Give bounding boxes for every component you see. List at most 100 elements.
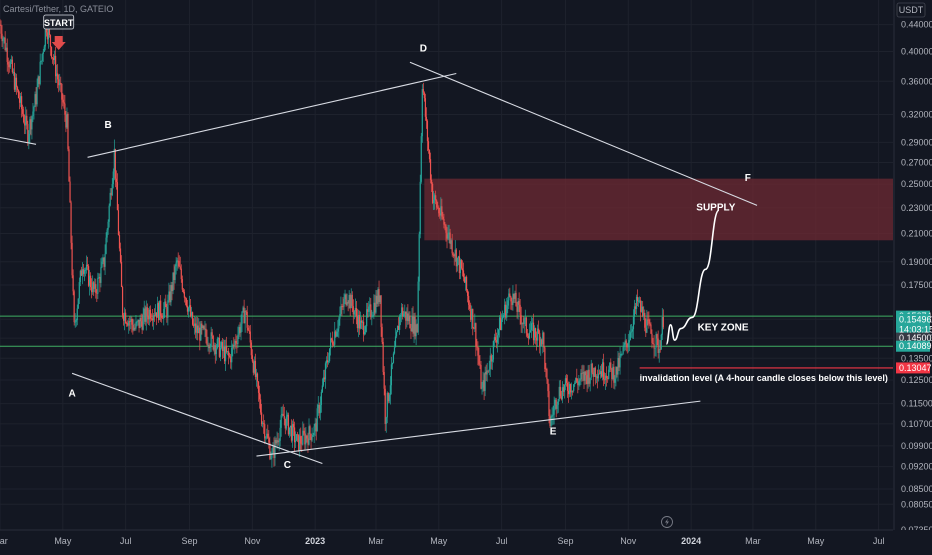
candle-body — [352, 306, 354, 315]
candle-body — [566, 382, 569, 391]
candle-body — [44, 29, 46, 47]
candle-body — [483, 380, 485, 391]
candle-body — [442, 216, 444, 219]
candle-body — [151, 318, 154, 321]
candle-body — [577, 381, 579, 386]
candle-body — [388, 394, 390, 402]
y-tick-label: 0.17500 — [901, 280, 932, 290]
candle-body — [32, 111, 34, 117]
candle-body — [272, 446, 274, 453]
candle-body — [268, 438, 270, 443]
candle-body — [429, 159, 432, 180]
candle-body — [73, 291, 75, 323]
candle-body — [207, 344, 209, 346]
candle-body — [366, 309, 368, 327]
candle-body — [16, 87, 19, 91]
candle-body — [284, 418, 286, 429]
candle-body — [74, 321, 76, 323]
candle-body — [408, 315, 410, 322]
candle-body — [318, 404, 320, 414]
candle-body — [228, 351, 230, 356]
candle-body — [428, 150, 431, 160]
candle-body — [223, 347, 226, 362]
candle-body — [261, 412, 263, 425]
candle-body — [512, 293, 514, 305]
candle-body — [409, 315, 411, 329]
candle-body — [639, 300, 641, 302]
candle-body — [526, 333, 528, 336]
candle-body — [508, 293, 510, 301]
candle-body — [293, 427, 296, 443]
x-tick-label: 2024 — [681, 536, 701, 546]
candle-body — [237, 334, 239, 344]
candle-body — [464, 276, 467, 283]
candle-body — [427, 141, 430, 151]
candle-body — [582, 372, 584, 374]
candle-body — [235, 340, 237, 344]
candle-body — [137, 319, 139, 322]
candle-body — [128, 321, 130, 326]
candle-body — [377, 288, 379, 304]
candle-body — [252, 361, 254, 373]
candle-body — [505, 304, 507, 318]
candle-body — [551, 415, 553, 417]
candle-body — [601, 362, 604, 377]
candle-body — [584, 371, 586, 381]
candle-body — [465, 276, 468, 291]
candle-body — [467, 290, 469, 296]
candle-body — [263, 423, 265, 425]
candle-body — [469, 304, 471, 309]
currency-button[interactable]: USDT — [899, 5, 924, 15]
candle-body — [62, 99, 64, 103]
candle-body — [231, 347, 233, 363]
candle-body — [159, 300, 161, 320]
candle-body — [30, 119, 32, 130]
candle-body — [330, 338, 332, 349]
candle-body — [336, 331, 338, 337]
candle-body — [104, 253, 106, 267]
candle-body — [452, 253, 454, 255]
candle-body — [186, 305, 189, 312]
candle-body — [458, 256, 460, 274]
candle-body — [461, 268, 464, 271]
candle-body — [434, 195, 436, 200]
candle-body — [447, 234, 449, 239]
candle-body — [449, 232, 451, 244]
candle-body — [440, 206, 442, 216]
candle-body — [117, 210, 120, 236]
candle-body — [180, 268, 182, 280]
candle-body — [326, 360, 329, 363]
candle-body — [319, 404, 321, 414]
candle-body — [220, 342, 223, 348]
candle-body — [265, 437, 267, 439]
candle-body — [170, 285, 172, 303]
candle-body — [371, 316, 373, 318]
price-label-box — [896, 332, 930, 344]
annotation-key-zone: KEY ZONE — [698, 322, 749, 333]
candle-body — [529, 330, 532, 333]
candle-body — [417, 281, 419, 333]
candle-body — [242, 307, 244, 312]
candle-body — [479, 364, 481, 366]
candle-body — [158, 303, 160, 320]
candle-body — [52, 57, 55, 61]
candle-body — [33, 106, 35, 112]
y-tick-label: 0.44000 — [901, 20, 932, 30]
candle-body — [71, 242, 73, 276]
candle-body — [49, 35, 52, 47]
candle-body — [484, 371, 486, 391]
candle-body — [89, 275, 91, 286]
candle-body — [90, 275, 92, 288]
candle-body — [489, 355, 491, 370]
candle-body — [370, 304, 372, 318]
candle-body — [115, 178, 117, 183]
candle-body — [227, 351, 229, 353]
candle-body — [554, 399, 556, 406]
candle-body — [168, 291, 170, 301]
x-tick-label: May — [54, 536, 72, 546]
candle-body — [571, 390, 573, 393]
candle-body — [251, 355, 253, 362]
candle-body — [595, 376, 597, 378]
